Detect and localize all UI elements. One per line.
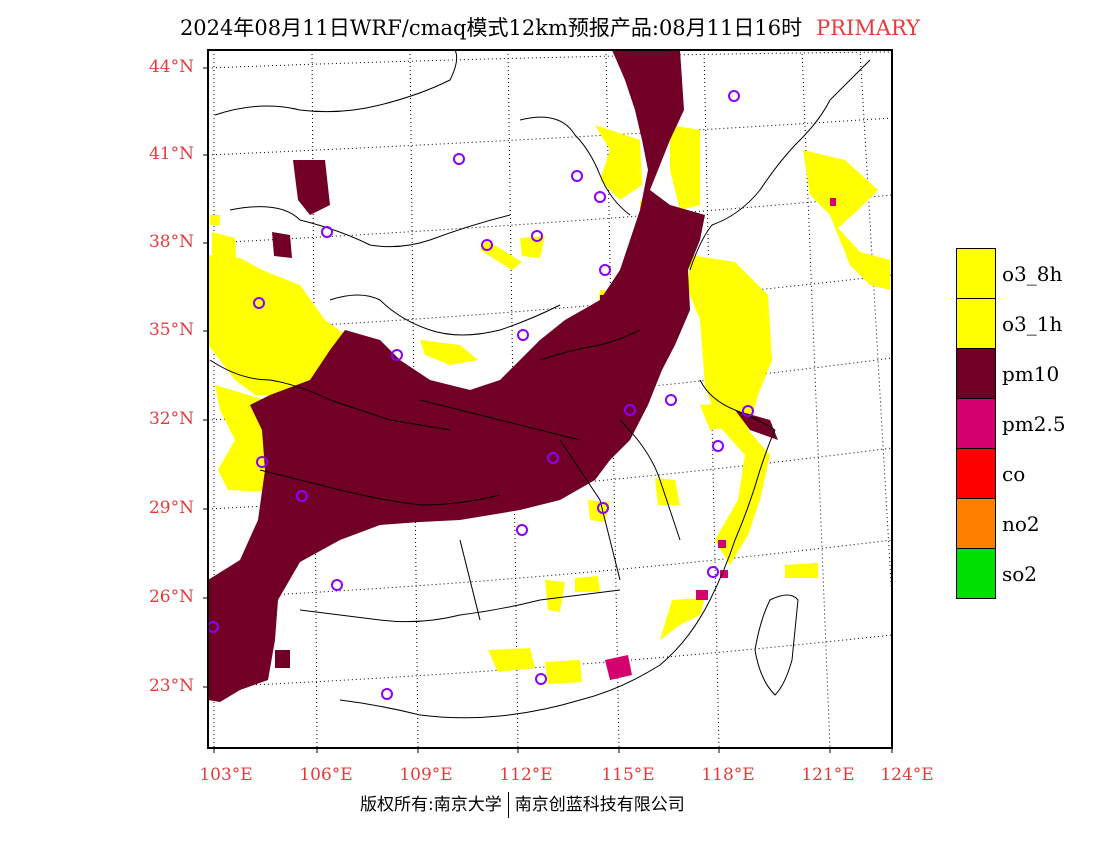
lon-label-106e: 106°E xyxy=(299,765,353,785)
lon-label-112e: 112°E xyxy=(499,765,553,785)
lon-label-109e: 109°E xyxy=(399,765,453,785)
legend-swatch-no2 xyxy=(956,498,996,549)
boundary-lines xyxy=(209,50,871,719)
lat-label-23n: 23°N xyxy=(148,676,194,696)
lon-label-124e: 124°E xyxy=(880,765,934,785)
lon-label-121e: 121°E xyxy=(801,765,855,785)
lat-label-44n: 44°N xyxy=(148,57,194,77)
lon-label-103e: 103°E xyxy=(199,765,253,785)
pm25-areas xyxy=(605,198,836,680)
pm10-areas xyxy=(208,50,778,702)
map-frame xyxy=(207,49,893,749)
legend-label-o3-8h: o3_8h xyxy=(1002,262,1063,286)
lon-label-115e: 115°E xyxy=(601,765,655,785)
copyright-footer: 版权所有:南京大学 南京创蓝科技有限公司 xyxy=(360,790,685,818)
lat-label-26n: 26°N xyxy=(148,587,194,607)
legend-swatch-co xyxy=(956,448,996,499)
legend-swatch-so2 xyxy=(956,548,996,599)
legend-swatch-pm25 xyxy=(956,398,996,449)
copyright-left: 版权所有:南京大学 xyxy=(360,795,502,815)
legend-label-co: co xyxy=(1002,462,1026,486)
legend-label-pm25: pm2.5 xyxy=(1002,412,1066,436)
footer-separator xyxy=(507,792,509,818)
legend-label-no2: no2 xyxy=(1002,512,1040,536)
lat-label-41n: 41°N xyxy=(148,144,194,164)
map-title: 2024年08月11日WRF/cmaq模式12km预报产品:08月11日16时 P… xyxy=(0,12,1100,42)
legend-label-o3-1h: o3_1h xyxy=(1002,312,1063,336)
lat-label-35n: 35°N xyxy=(148,320,194,340)
legend-label-so2: so2 xyxy=(1002,562,1038,586)
copyright-right: 南京创蓝科技有限公司 xyxy=(514,795,685,815)
legend-label-pm10: pm10 xyxy=(1002,362,1060,386)
lat-label-38n: 38°N xyxy=(148,232,194,252)
legend-swatch-o3-1h xyxy=(956,298,996,349)
lat-label-29n: 29°N xyxy=(148,498,194,518)
legend-swatch-o3-8h xyxy=(956,248,996,299)
lat-label-32n: 32°N xyxy=(148,409,194,429)
station-markers xyxy=(208,90,754,700)
title-text: 2024年08月11日WRF/cmaq模式12km预报产品:08月11日16时 xyxy=(179,16,803,40)
lon-label-118e: 118°E xyxy=(701,765,755,785)
primary-tag: PRIMARY xyxy=(816,16,921,40)
tick-marks xyxy=(203,67,893,753)
legend-swatch-pm10 xyxy=(956,348,996,399)
